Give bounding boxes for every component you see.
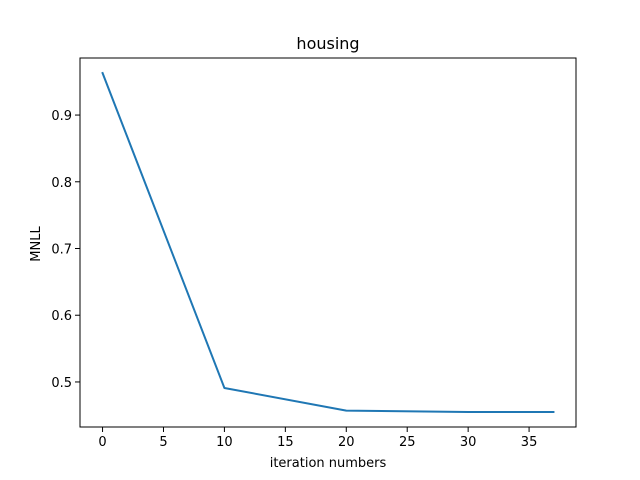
x-tick-label: 15 — [277, 435, 294, 450]
series-line-0 — [101, 71, 555, 413]
plot-frame — [79, 57, 577, 428]
x-axis-label: iteration numbers — [270, 456, 387, 471]
x-tick-label: 5 — [159, 435, 167, 450]
x-tick-label: 35 — [521, 435, 538, 450]
plot-area: 0 5 10 15 20 25 30 35 0.5 0.6 0.7 0.8 0.9 — [51, 57, 577, 450]
x-tick-label: 30 — [460, 435, 477, 450]
x-tick-label: 25 — [399, 435, 416, 450]
y-tick-label: 0.5 — [51, 376, 72, 391]
y-tick-label: 0.8 — [51, 176, 72, 191]
chart-title: housing — [296, 34, 359, 53]
y-tick-label: 0.9 — [51, 109, 72, 124]
y-tick-label: 0.6 — [51, 309, 72, 324]
y-axis-label: MNLL — [29, 226, 44, 262]
x-tick-label: 0 — [98, 435, 106, 450]
y-tick-label: 0.7 — [51, 243, 72, 258]
x-tick-label: 10 — [216, 435, 233, 450]
x-tick-label: 20 — [338, 435, 355, 450]
